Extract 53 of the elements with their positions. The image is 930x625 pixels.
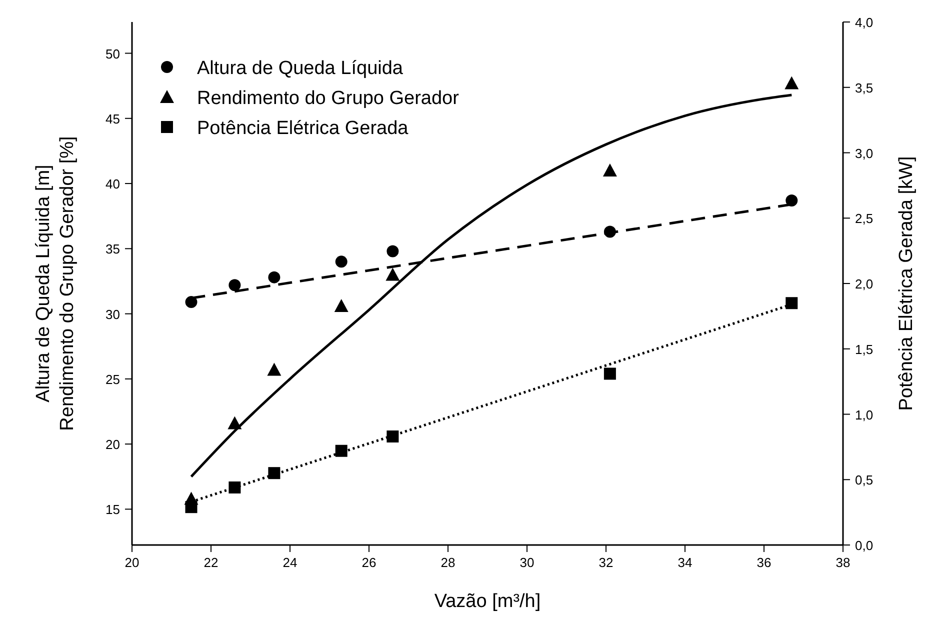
point [185,501,198,514]
point [335,444,348,457]
y2-tick-label: 0,0 [855,538,874,553]
y-tick-label: 20 [106,437,120,452]
y2-tick-label: 3,5 [855,80,874,96]
y2-tick-label: 4,0 [855,15,874,30]
y2-axis-title: Potência Elétrica Gerada [kW] [896,156,917,411]
point [334,298,348,312]
y2-tick-label: 1,5 [855,342,874,357]
x-tick-label: 30 [520,555,534,570]
y-axis-title: Altura de Queda Líquida [m] Rendimento do Grupo Gerador [%] [33,136,78,431]
x-tick-label: 28 [440,555,456,570]
y2-tick-label: 3,0 [855,146,874,161]
y-tick-label: 15 [106,502,120,518]
point [604,368,616,380]
x-tick-label: 22 [204,555,218,570]
point [335,256,348,268]
point [267,362,282,376]
point [386,430,399,442]
x-tick-label: 32 [598,555,614,570]
y2-tick-label: 2,5 [855,211,874,226]
x-tick-label: 36 [756,555,772,570]
y-tick-label: 45 [106,111,120,126]
x-tick-label: 20 [124,555,140,570]
y-tick-label: 40 [106,176,120,192]
x-tick-label: 26 [362,555,376,570]
y-tick-label: 35 [106,242,120,257]
point [786,194,798,206]
point [228,481,241,494]
x-tick-label: 38 [836,555,850,570]
x-tick-label: 34 [678,555,692,570]
point [786,297,798,310]
y-tick-label: 30 [106,306,120,322]
y2-tick-label: 2,0 [855,276,874,292]
point [604,226,616,238]
y2-tick-label: 1,0 [855,407,874,422]
point [602,164,617,176]
point [784,76,799,90]
legend-label: Altura de Queda Líquida [197,58,404,79]
legend-label: Rendimento do Grupo Gerador [197,88,460,109]
point [268,271,280,284]
point [228,416,242,430]
x-tick-label: 24 [282,555,298,570]
point [228,279,241,292]
legend-label: Potência Elétrica Gerada [197,118,409,139]
point [386,245,399,258]
y-tick-label: 50 [106,46,120,62]
point [268,467,280,480]
point [185,296,198,308]
y-tick-label: 25 [106,372,120,387]
point [386,268,400,281]
y2-tick-label: 0,5 [855,472,874,488]
x-axis-title: Vazão [m³/h] [434,591,541,612]
